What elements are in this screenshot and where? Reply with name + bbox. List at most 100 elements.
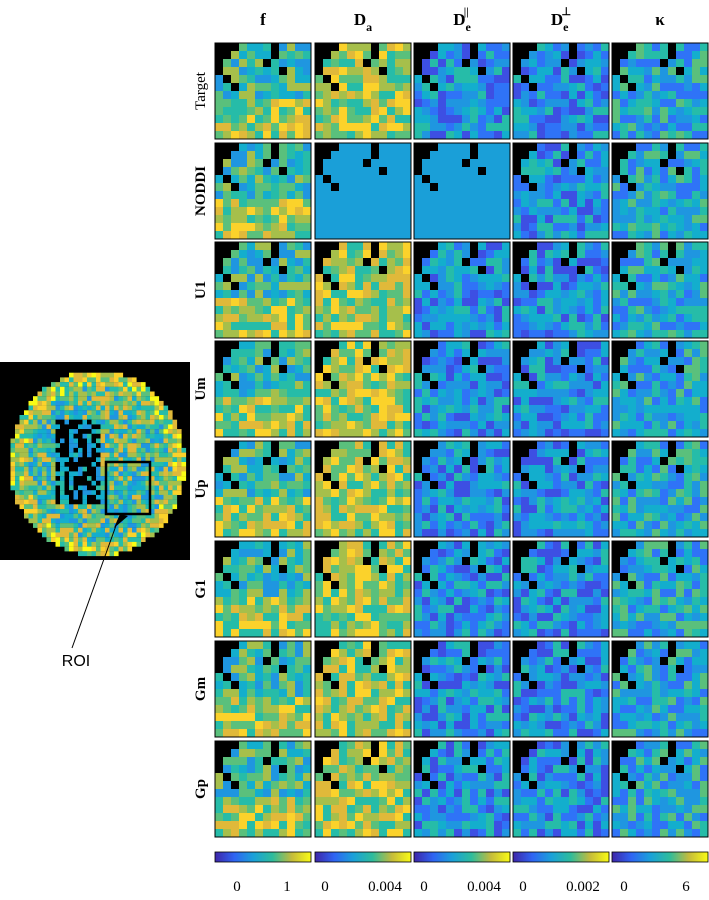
- map-cell: [636, 489, 644, 497]
- map-cell: [454, 266, 462, 274]
- map-cell: [239, 581, 247, 589]
- map-cell: [652, 429, 660, 437]
- brain-voxel: [33, 415, 38, 420]
- map-cell: [585, 143, 593, 151]
- map-cell: [545, 413, 553, 421]
- map-cell: [502, 457, 510, 465]
- map-cell: [561, 357, 569, 365]
- map-cell: [593, 99, 601, 107]
- map-cell: [545, 357, 553, 365]
- brain-voxel: [74, 481, 79, 486]
- map-cell: [668, 373, 676, 381]
- map-cell: [454, 389, 462, 397]
- map-cell: [271, 589, 279, 597]
- brain-voxel: [164, 471, 169, 476]
- brain-voxel: [42, 396, 47, 401]
- map-cell: [403, 314, 411, 322]
- map-cell: [295, 373, 303, 381]
- map-cell: [403, 183, 411, 191]
- map-cell: [684, 489, 692, 497]
- map-cell: [395, 421, 403, 429]
- map-cell: [513, 306, 521, 314]
- row-label: NODDI: [193, 166, 209, 216]
- map-cell: [331, 191, 339, 199]
- brain-voxel: [78, 500, 83, 505]
- map-cell: [644, 151, 652, 159]
- map-cell: [339, 513, 347, 521]
- map-cell: [700, 441, 708, 449]
- brain-voxel: [96, 481, 101, 486]
- map-cell: [446, 381, 454, 389]
- map-cell: [561, 115, 569, 123]
- brain-voxel: [38, 518, 43, 523]
- map-cell: [486, 298, 494, 306]
- map-cell: [271, 581, 279, 589]
- map-cell: [620, 59, 628, 67]
- map-cell: [652, 381, 660, 389]
- map-cell: [379, 290, 387, 298]
- map-cell: [628, 497, 636, 505]
- brain-voxel: [168, 424, 173, 429]
- brain-voxel: [105, 382, 110, 387]
- map-cell: [231, 565, 239, 573]
- map-cell: [660, 231, 668, 239]
- map-cell: [239, 413, 247, 421]
- map-cell: [652, 223, 660, 231]
- map-cell: [553, 175, 561, 183]
- map-cell: [215, 489, 223, 497]
- map-cell: [593, 83, 601, 91]
- brain-voxel: [168, 453, 173, 458]
- brain-voxel: [56, 542, 61, 547]
- brain-voxel: [155, 462, 160, 467]
- map-cell: [660, 83, 668, 91]
- map-cell: [438, 207, 446, 215]
- map-cell: [331, 441, 339, 449]
- map-cell: [339, 341, 347, 349]
- brain-voxel: [137, 434, 142, 439]
- map-cell: [422, 429, 430, 437]
- brain-voxel: [20, 481, 25, 486]
- map-cell: [239, 381, 247, 389]
- map-cell: [612, 497, 620, 505]
- map-cell: [561, 242, 569, 250]
- map-cell: [295, 151, 303, 159]
- map-cell: [287, 381, 295, 389]
- map-cell: [239, 473, 247, 481]
- map-cell: [454, 151, 462, 159]
- map-cell: [700, 75, 708, 83]
- map-cell: [331, 151, 339, 159]
- map-cell: [601, 266, 609, 274]
- brain-voxel: [78, 542, 83, 547]
- map-cell: [223, 250, 231, 258]
- map-cell: [239, 389, 247, 397]
- map-cell: [612, 290, 620, 298]
- map-cell: [561, 421, 569, 429]
- map-cell: [295, 389, 303, 397]
- map-cell: [612, 99, 620, 107]
- map-cell: [521, 75, 529, 83]
- map-cell: [585, 167, 593, 175]
- brain-voxel: [159, 429, 164, 434]
- map-cell: [561, 306, 569, 314]
- map-cell: [529, 429, 537, 437]
- map-cell: [628, 175, 636, 183]
- map-cell: [414, 373, 422, 381]
- brain-voxel: [137, 424, 142, 429]
- map-cell: [676, 529, 684, 537]
- map-cell: [355, 489, 363, 497]
- map-cell: [585, 159, 593, 167]
- brain-voxel: [56, 476, 61, 481]
- map-cell: [371, 67, 379, 75]
- map-cell: [684, 513, 692, 521]
- brain-voxel: [87, 424, 92, 429]
- brain-voxel: [78, 523, 83, 528]
- brain-voxel: [155, 410, 160, 415]
- map-cell: [537, 143, 545, 151]
- map-cell: [263, 83, 271, 91]
- brain-voxel: [60, 509, 65, 514]
- brain-voxel: [15, 443, 20, 448]
- map-cell: [255, 573, 263, 581]
- map-cell: [628, 306, 636, 314]
- map-cell: [438, 115, 446, 123]
- map-cell: [628, 99, 636, 107]
